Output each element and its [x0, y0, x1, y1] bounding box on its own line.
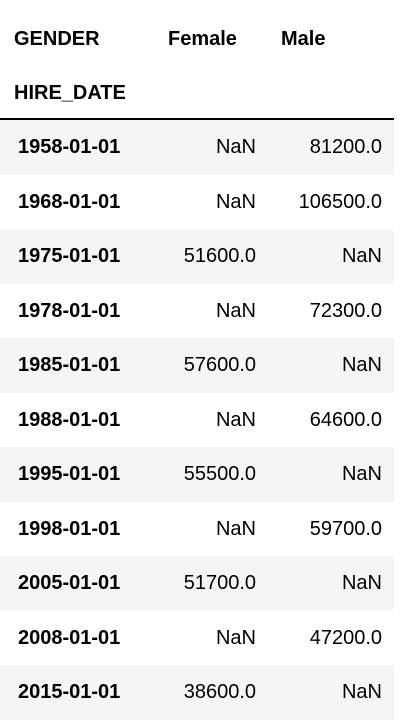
- table-row: 1978-01-01 NaN 72300.0: [0, 283, 394, 338]
- male-value-cell: 47200.0: [309, 626, 382, 649]
- table-body: 1958-01-01 NaN 81200.0 1968-01-01 NaN 10…: [0, 120, 394, 720]
- header-divider: [0, 118, 394, 120]
- male-value-cell: NaN: [341, 245, 382, 267]
- row-index-cell: 1978-01-01: [18, 299, 121, 322]
- male-value-cell: 59700.0: [309, 517, 382, 540]
- row-index-cell: 1998-01-01: [18, 517, 121, 540]
- table-row: 1958-01-01 NaN 81200.0: [0, 120, 394, 175]
- column-header-male: Male: [281, 28, 326, 50]
- male-value-cell: NaN: [341, 354, 382, 376]
- table-row: 1988-01-01 NaN 64600.0: [0, 392, 394, 447]
- male-value-cell: NaN: [341, 572, 382, 594]
- female-value-cell: NaN: [215, 517, 256, 540]
- table-row: 1975-01-01 51600.0 NaN: [0, 229, 394, 284]
- male-value-cell: NaN: [341, 463, 382, 485]
- female-value-cell: NaN: [215, 626, 256, 649]
- table-row: 1998-01-01 NaN 59700.0: [0, 501, 394, 556]
- row-index-cell: 1995-01-01: [18, 463, 121, 485]
- row-index-cell: 1958-01-01: [18, 136, 121, 158]
- female-value-cell: NaN: [215, 299, 256, 322]
- row-index-cell: 1988-01-01: [18, 408, 121, 431]
- table-row: 1995-01-01 55500.0 NaN: [0, 447, 394, 502]
- female-value-cell: NaN: [215, 408, 256, 431]
- column-header-row: GENDER Female Male: [0, 12, 408, 66]
- table-row: 2008-01-01 NaN 47200.0: [0, 610, 394, 665]
- male-value-cell: 81200.0: [309, 136, 382, 158]
- table-row: 2015-01-01 38600.0 NaN: [0, 665, 394, 720]
- row-index-cell: 1985-01-01: [18, 354, 121, 376]
- female-value-cell: 38600.0: [183, 681, 256, 703]
- row-index-cell: 2008-01-01: [18, 626, 121, 649]
- table-row: 2005-01-01 51700.0 NaN: [0, 556, 394, 611]
- female-value-cell: 51600.0: [183, 245, 256, 267]
- table-row: 1985-01-01 57600.0 NaN: [0, 338, 394, 393]
- female-value-cell: NaN: [215, 136, 256, 158]
- male-value-cell: 72300.0: [309, 299, 382, 322]
- male-value-cell: 106500.0: [298, 190, 382, 213]
- row-index-cell: 2015-01-01: [18, 681, 121, 703]
- female-value-cell: NaN: [215, 190, 256, 213]
- female-value-cell: 57600.0: [183, 354, 256, 376]
- row-index-cell: 1968-01-01: [18, 190, 121, 213]
- index-name: HIRE_DATE: [14, 82, 126, 104]
- male-value-cell: 64600.0: [309, 408, 382, 431]
- row-index-cell: 2005-01-01: [18, 572, 121, 594]
- index-header-row: HIRE_DATE: [0, 66, 408, 120]
- column-level-name: GENDER: [14, 28, 100, 50]
- male-value-cell: NaN: [341, 681, 382, 703]
- female-value-cell: 51700.0: [183, 572, 256, 594]
- row-index-cell: 1975-01-01: [18, 245, 121, 267]
- female-value-cell: 55500.0: [183, 463, 256, 485]
- column-header-female: Female: [168, 28, 237, 50]
- table-row: 1968-01-01 NaN 106500.0: [0, 174, 394, 229]
